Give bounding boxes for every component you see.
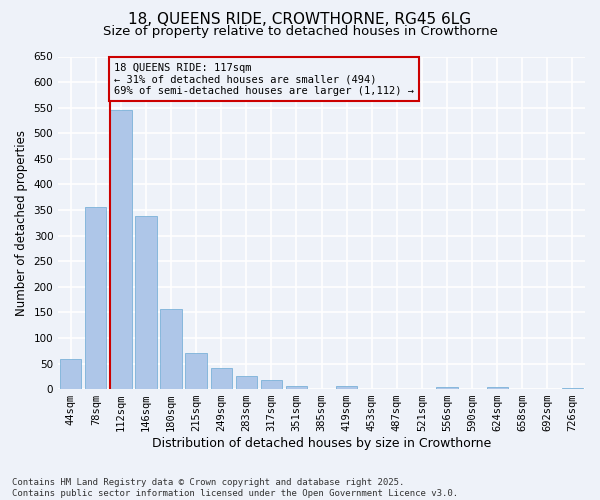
Bar xyxy=(436,386,458,389)
Bar xyxy=(136,216,157,389)
Bar xyxy=(336,386,358,389)
Bar xyxy=(60,360,82,389)
Text: 18, QUEENS RIDE, CROWTHORNE, RG45 6LG: 18, QUEENS RIDE, CROWTHORNE, RG45 6LG xyxy=(128,12,472,28)
Bar xyxy=(261,380,282,389)
Bar xyxy=(211,368,232,389)
Bar xyxy=(236,376,257,389)
Text: Size of property relative to detached houses in Crowthorne: Size of property relative to detached ho… xyxy=(103,25,497,38)
Bar xyxy=(160,309,182,389)
Bar xyxy=(562,388,583,389)
X-axis label: Distribution of detached houses by size in Crowthorne: Distribution of detached houses by size … xyxy=(152,437,491,450)
Y-axis label: Number of detached properties: Number of detached properties xyxy=(15,130,28,316)
Text: Contains HM Land Registry data © Crown copyright and database right 2025.
Contai: Contains HM Land Registry data © Crown c… xyxy=(12,478,458,498)
Bar xyxy=(487,386,508,389)
Bar xyxy=(85,208,106,389)
Bar xyxy=(185,354,207,389)
Bar xyxy=(286,386,307,389)
Text: 18 QUEENS RIDE: 117sqm
← 31% of detached houses are smaller (494)
69% of semi-de: 18 QUEENS RIDE: 117sqm ← 31% of detached… xyxy=(114,62,414,96)
Bar xyxy=(110,110,131,389)
